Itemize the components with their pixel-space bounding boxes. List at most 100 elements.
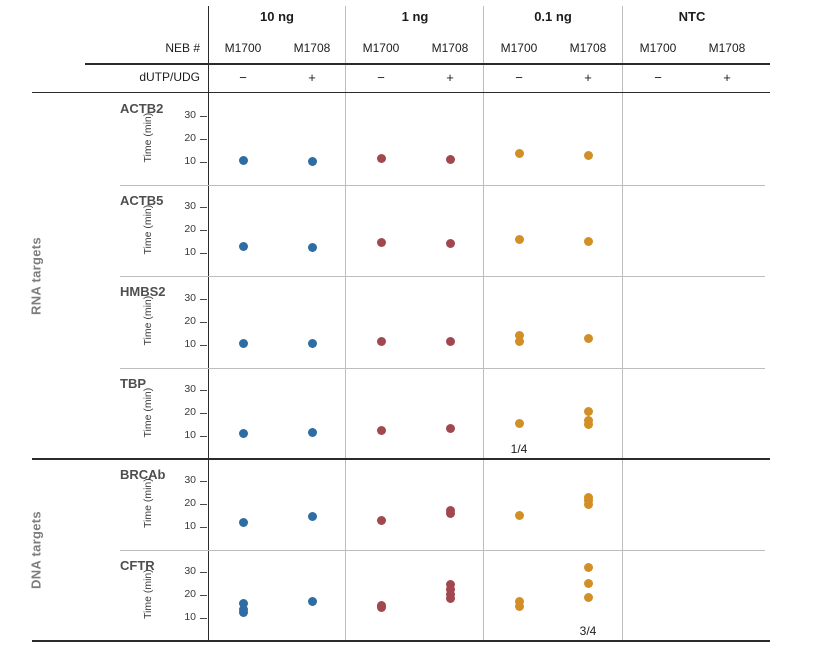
target-label: BRCAb	[120, 467, 166, 482]
section-label: RNA targets	[28, 237, 44, 315]
tick-mark	[200, 344, 207, 346]
lane-dutp-sign: +	[584, 70, 592, 85]
data-point	[445, 239, 455, 249]
data-point	[583, 407, 593, 417]
tick-label: 10	[184, 154, 196, 167]
lane-dutp-sign: +	[308, 70, 316, 85]
bottom-border-line	[32, 639, 770, 642]
tick-mark	[200, 161, 207, 163]
data-point	[583, 420, 593, 430]
data-point	[238, 241, 248, 251]
tick-mark	[200, 321, 207, 323]
tick-label: 10	[184, 520, 196, 533]
lane-dutp-sign: +	[446, 70, 454, 85]
dutp-row-label: dUTP/UDG	[139, 70, 200, 84]
lane-neb-label: M1708	[431, 41, 469, 55]
tick-label: 30	[184, 383, 196, 396]
lane-dutp-sign: −	[239, 70, 247, 85]
data-point	[583, 579, 593, 589]
data-point	[307, 428, 317, 438]
data-point	[583, 499, 593, 509]
data-point	[514, 330, 524, 340]
tick-mark	[200, 390, 207, 392]
data-point	[238, 155, 248, 165]
data-point	[307, 338, 317, 348]
data-point	[445, 585, 455, 594]
target-label: HMBS2	[120, 284, 166, 299]
lane-dutp-sign: −	[515, 70, 523, 85]
tick-label: 30	[184, 565, 196, 578]
data-point	[583, 415, 593, 425]
column-divider	[345, 6, 346, 641]
time-axis-label: Time (min)	[142, 569, 154, 620]
lane-neb-label: M1708	[293, 41, 331, 55]
column-divider	[622, 6, 623, 641]
data-point	[514, 418, 524, 428]
data-point	[583, 237, 593, 247]
tick-mark	[200, 618, 207, 620]
data-point	[238, 518, 248, 528]
tick-label: 20	[184, 314, 196, 327]
data-point	[583, 593, 593, 603]
data-point	[445, 589, 455, 599]
time-axis-label: Time (min)	[142, 112, 154, 163]
row-divider-line	[120, 550, 765, 551]
tick-mark	[200, 253, 207, 255]
data-point	[376, 515, 386, 525]
data-point	[376, 153, 386, 163]
lane-dutp-sign: −	[654, 70, 662, 85]
tick-mark	[200, 436, 207, 438]
group-header: NTC	[678, 9, 706, 24]
tick-label: 10	[184, 246, 196, 259]
data-point	[583, 334, 593, 344]
group-header: 0.1 ng	[534, 9, 572, 24]
tick-mark	[200, 115, 207, 117]
tick-label: 30	[184, 200, 196, 213]
target-label: TBP	[120, 375, 146, 391]
data-point	[514, 511, 524, 521]
target-label: CFTR	[120, 558, 155, 573]
tick-mark	[200, 572, 207, 574]
data-point	[514, 336, 524, 346]
time-axis-label: Time (min)	[142, 387, 154, 438]
data-point	[445, 508, 455, 518]
data-point	[307, 157, 317, 167]
data-point	[307, 512, 317, 522]
tick-mark	[200, 481, 207, 483]
data-point	[376, 238, 386, 248]
tick-label: 30	[184, 108, 196, 121]
tick-label: 30	[184, 474, 196, 487]
data-point	[514, 602, 524, 612]
data-point	[376, 336, 386, 346]
tick-label: 20	[184, 406, 196, 419]
data-point	[445, 154, 455, 164]
main-axis-line	[207, 6, 209, 641]
data-point	[238, 608, 248, 617]
tick-mark	[200, 298, 207, 300]
data-point	[445, 580, 455, 590]
row-divider-line	[120, 367, 765, 369]
plot-top-line	[32, 91, 770, 93]
data-point	[445, 336, 455, 346]
count-annotation: 1/4	[510, 442, 528, 456]
data-point	[583, 563, 593, 573]
neb-row-label: NEB #	[165, 41, 200, 55]
tick-label: 10	[184, 611, 196, 624]
data-point	[583, 151, 593, 161]
time-axis-label: Time (min)	[142, 204, 154, 255]
data-point	[307, 596, 317, 606]
tick-mark	[200, 595, 207, 597]
target-label: ACTB5	[120, 192, 164, 208]
lane-dutp-sign: −	[377, 70, 385, 85]
count-annotation: 3/4	[579, 624, 597, 638]
target-label: ACTB2	[120, 101, 164, 116]
tick-mark	[200, 138, 207, 140]
lane-neb-label: M1708	[708, 41, 746, 55]
lane-neb-label: M1708	[569, 41, 607, 55]
section-label: DNA targets	[28, 511, 44, 589]
data-point	[238, 338, 248, 348]
data-point	[376, 603, 386, 613]
data-point	[514, 149, 524, 159]
tick-mark	[200, 207, 207, 209]
